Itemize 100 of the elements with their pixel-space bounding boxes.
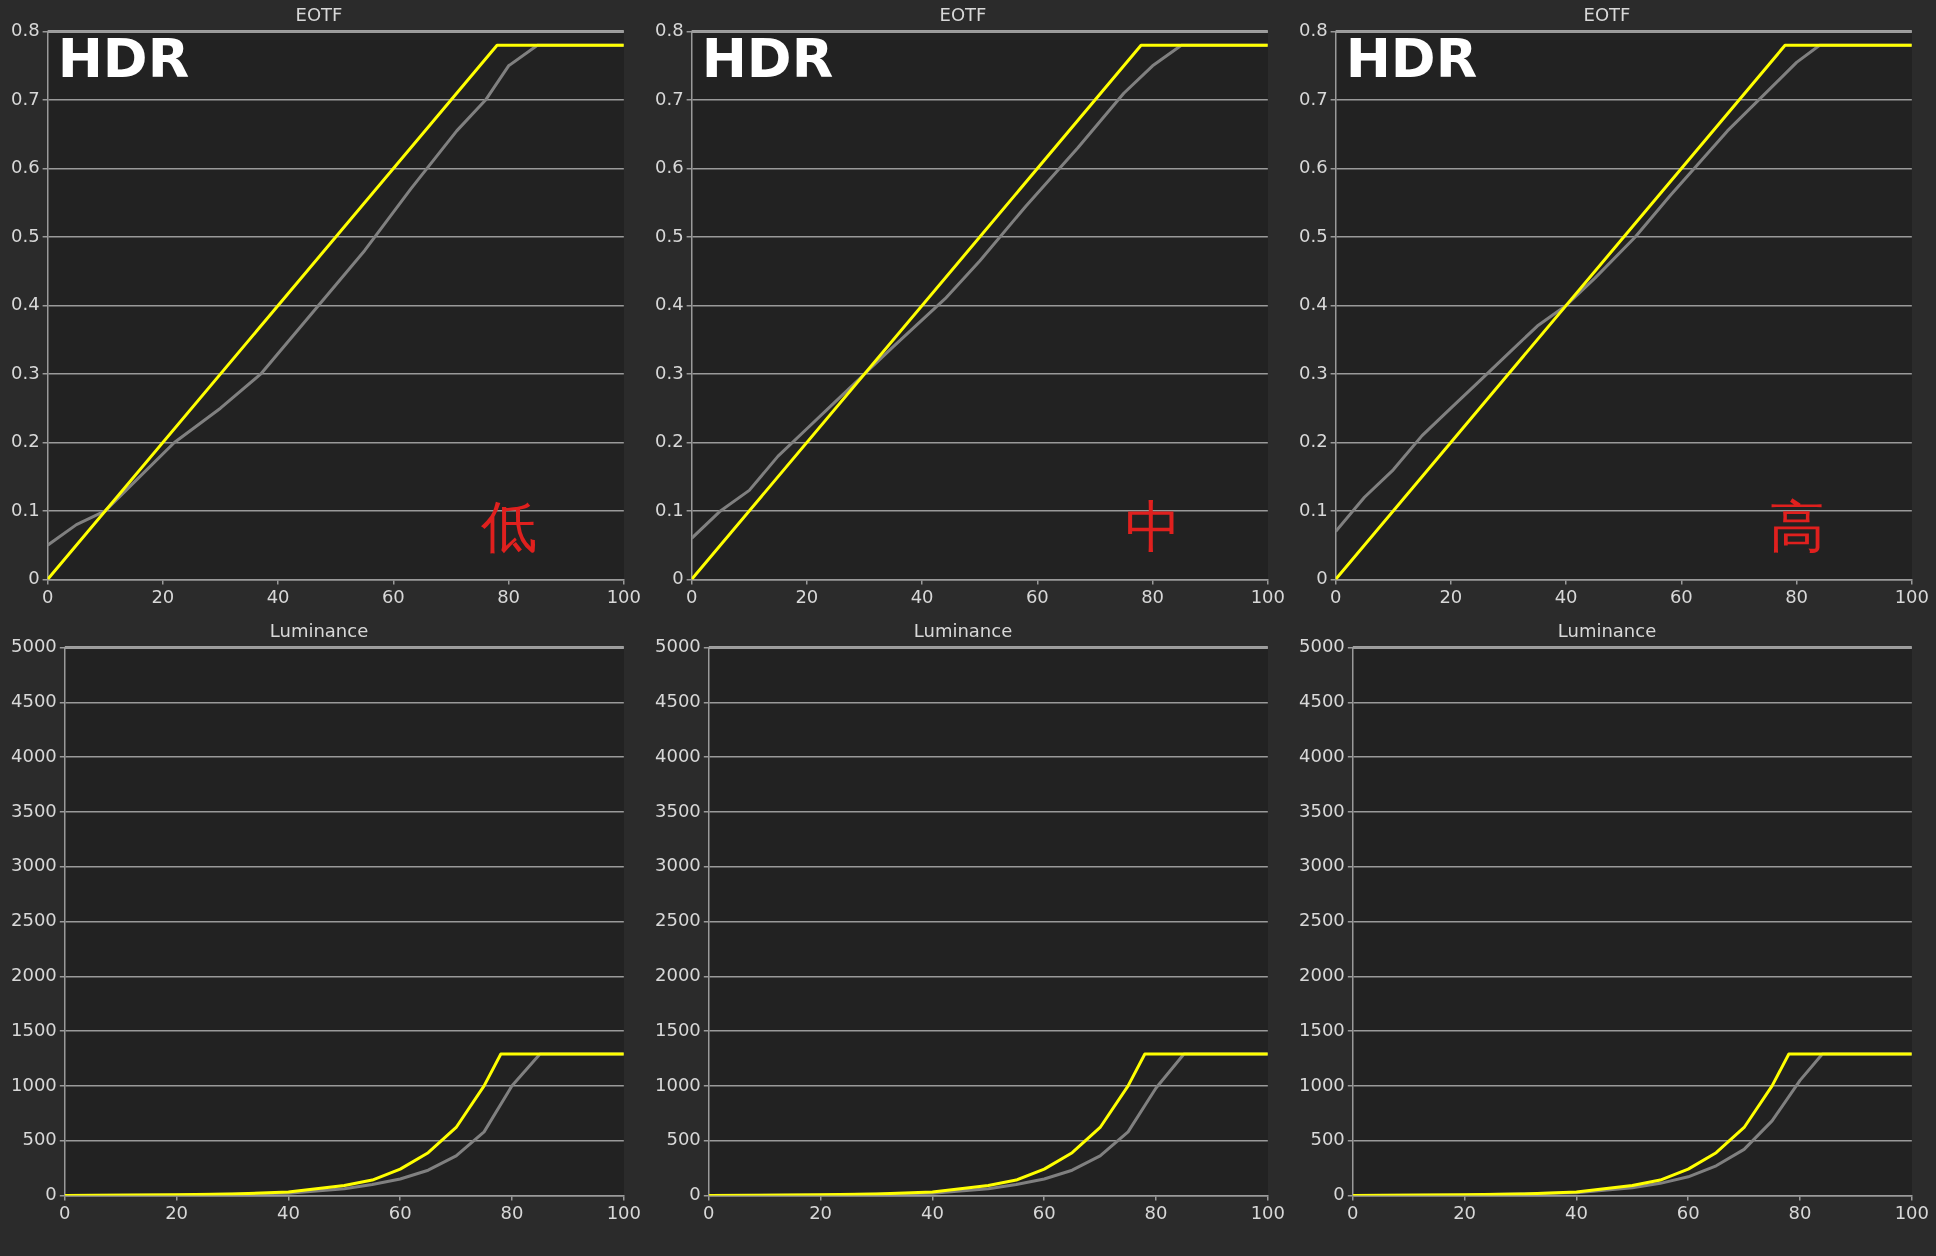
x-tick-label: 40 <box>910 585 934 607</box>
y-tick-label: 500 <box>22 1128 57 1150</box>
y-tick-label: 3500 <box>655 799 701 821</box>
y-tick-label: 0 <box>1333 1183 1345 1205</box>
x-tick-label: 20 <box>1453 1201 1477 1223</box>
y-tick-label: 1500 <box>655 1018 701 1040</box>
y-tick-label: 4500 <box>1299 690 1345 712</box>
x-tick-label: 20 <box>165 1201 189 1223</box>
chart-title: EOTF <box>1583 4 1631 26</box>
y-tick-label: 0.3 <box>10 361 40 383</box>
y-tick-label: 3000 <box>11 854 57 876</box>
y-tick-label: 0.5 <box>654 224 684 246</box>
y-tick-label: 1000 <box>1299 1073 1345 1095</box>
y-tick-label: 4500 <box>655 690 701 712</box>
y-tick-label: 0.4 <box>1298 293 1328 315</box>
y-tick-label: 2500 <box>1299 909 1345 931</box>
chart-title: Luminance <box>913 620 1013 642</box>
x-tick-label: 100 <box>1894 1201 1929 1223</box>
y-tick-label: 3500 <box>11 799 57 821</box>
x-tick-label: 60 <box>381 585 405 607</box>
y-tick-label: 0.6 <box>10 156 40 178</box>
annotation: 低 <box>480 493 537 559</box>
annotation: HDR <box>57 26 190 90</box>
y-tick-label: 0 <box>28 567 40 589</box>
x-tick-label: 0 <box>59 1201 71 1223</box>
chart-title: EOTF <box>295 4 343 26</box>
x-tick-label: 20 <box>1439 585 1463 607</box>
x-tick-label: 80 <box>1785 585 1809 607</box>
x-tick-label: 40 <box>266 585 290 607</box>
y-tick-label: 4000 <box>655 744 701 766</box>
y-tick-label: 0.4 <box>654 293 684 315</box>
y-tick-label: 0.1 <box>654 498 684 520</box>
x-tick-label: 60 <box>1032 1201 1056 1223</box>
x-tick-label: 60 <box>1676 1201 1700 1223</box>
y-tick-label: 5000 <box>11 635 57 657</box>
y-tick-label: 0.7 <box>1298 87 1328 109</box>
y-tick-label: 500 <box>666 1128 701 1150</box>
y-tick-label: 0.3 <box>1298 361 1328 383</box>
y-tick-label: 0 <box>45 1183 57 1205</box>
y-tick-label: 4500 <box>11 690 57 712</box>
y-tick-label: 0 <box>1316 567 1328 589</box>
y-tick-label: 1000 <box>655 1073 701 1095</box>
y-tick-label: 0.2 <box>654 430 684 452</box>
y-tick-label: 1000 <box>11 1073 57 1095</box>
y-tick-label: 0.8 <box>1298 19 1328 41</box>
annotation: 高 <box>1768 493 1825 559</box>
x-tick-label: 100 <box>606 585 641 607</box>
y-tick-label: 3500 <box>1299 799 1345 821</box>
x-tick-label: 20 <box>809 1201 833 1223</box>
annotation: 中 <box>1124 493 1181 559</box>
y-tick-label: 0.5 <box>10 224 40 246</box>
y-tick-label: 500 <box>1310 1128 1345 1150</box>
y-tick-label: 4000 <box>1299 744 1345 766</box>
y-tick-label: 4000 <box>11 744 57 766</box>
x-tick-label: 80 <box>1141 585 1165 607</box>
x-tick-label: 100 <box>606 1201 641 1223</box>
x-tick-label: 40 <box>1564 1201 1588 1223</box>
x-tick-label: 40 <box>276 1201 300 1223</box>
y-tick-label: 0.4 <box>10 293 40 315</box>
y-tick-label: 0.7 <box>654 87 684 109</box>
y-tick-label: 2500 <box>655 909 701 931</box>
x-tick-label: 100 <box>1250 1201 1285 1223</box>
annotation: HDR <box>1345 26 1478 90</box>
y-tick-label: 3000 <box>655 854 701 876</box>
y-tick-label: 0.2 <box>1298 430 1328 452</box>
x-tick-label: 60 <box>1669 585 1693 607</box>
x-tick-label: 60 <box>1025 585 1049 607</box>
y-tick-label: 5000 <box>655 635 701 657</box>
x-tick-label: 60 <box>388 1201 412 1223</box>
y-tick-label: 5000 <box>1299 635 1345 657</box>
y-tick-label: 0.5 <box>1298 224 1328 246</box>
chart-title: Luminance <box>1557 620 1657 642</box>
y-tick-label: 0.3 <box>654 361 684 383</box>
y-tick-label: 0.8 <box>654 19 684 41</box>
y-tick-label: 0 <box>672 567 684 589</box>
y-tick-label: 0.1 <box>10 498 40 520</box>
x-tick-label: 80 <box>497 585 521 607</box>
x-tick-label: 0 <box>703 1201 715 1223</box>
y-tick-label: 1500 <box>1299 1018 1345 1040</box>
y-tick-label: 0.7 <box>10 87 40 109</box>
annotation: HDR <box>701 26 834 90</box>
y-tick-label: 0.6 <box>1298 156 1328 178</box>
x-tick-label: 80 <box>1144 1201 1168 1223</box>
y-tick-label: 0.2 <box>10 430 40 452</box>
y-tick-label: 3000 <box>1299 854 1345 876</box>
y-tick-label: 0.1 <box>1298 498 1328 520</box>
y-tick-label: 0.6 <box>654 156 684 178</box>
x-tick-label: 80 <box>500 1201 524 1223</box>
chart-title: EOTF <box>939 4 987 26</box>
y-tick-label: 0 <box>689 1183 701 1205</box>
x-tick-label: 80 <box>1788 1201 1812 1223</box>
x-tick-label: 100 <box>1894 585 1929 607</box>
y-tick-label: 1500 <box>11 1018 57 1040</box>
x-tick-label: 100 <box>1250 585 1285 607</box>
x-tick-label: 0 <box>1347 1201 1359 1223</box>
y-tick-label: 2000 <box>11 963 57 985</box>
y-tick-label: 0.8 <box>10 19 40 41</box>
x-tick-label: 40 <box>920 1201 944 1223</box>
chart-title: Luminance <box>269 620 369 642</box>
x-tick-label: 20 <box>795 585 819 607</box>
